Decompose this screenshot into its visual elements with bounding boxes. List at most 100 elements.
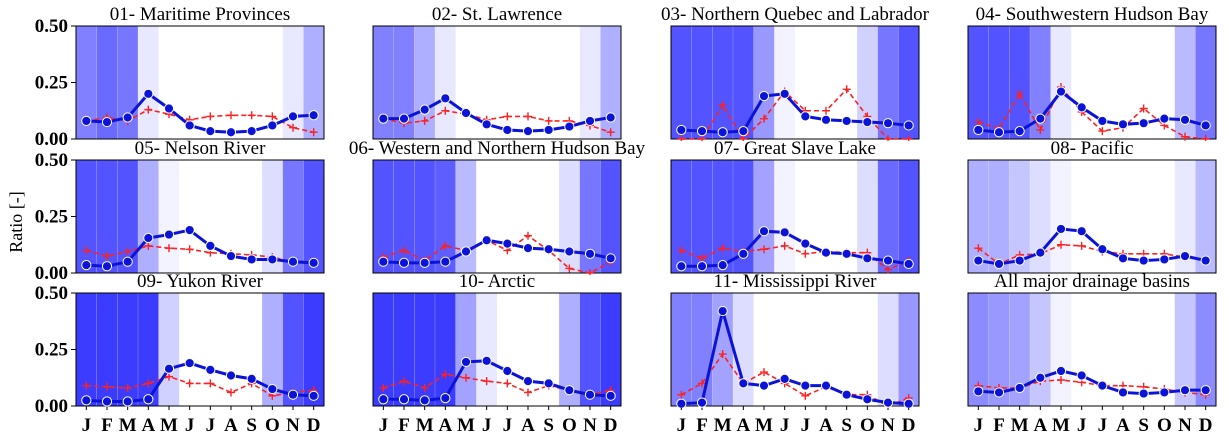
month-shade-band: [691, 293, 713, 406]
dashed-series-marker: [739, 135, 748, 141]
solid-series-marker: [993, 387, 1005, 398]
solid-series-marker: [481, 119, 492, 130]
solid-series-marker: [246, 125, 257, 137]
month-shade-band: [671, 293, 692, 406]
solid-series-marker: [779, 373, 790, 384]
x-tick-label: N: [1178, 415, 1192, 432]
x-tick-label: J: [482, 415, 492, 432]
solid-series-marker: [717, 259, 728, 271]
month-shade-band: [1009, 26, 1030, 139]
solid-series-marker: [101, 261, 113, 272]
dashed-series-marker: [524, 388, 532, 397]
dashed-series-line: [978, 85, 1206, 140]
solid-series-marker: [122, 256, 133, 267]
solid-series-marker: [841, 248, 852, 259]
dashed-series-marker: [144, 105, 153, 114]
series-layer: [81, 88, 319, 138]
y-tick-label: 0.00: [35, 263, 68, 284]
month-shade-band: [898, 26, 919, 139]
solid-series-marker: [398, 257, 410, 268]
solid-series-marker: [184, 224, 195, 236]
month-shade-band: [691, 160, 713, 273]
month-shade-band: [303, 26, 324, 139]
dashed-series-marker: [760, 114, 768, 123]
x-tick-label: O: [562, 415, 577, 432]
dashed-series-marker: [842, 85, 851, 94]
y-tick-label: 0.00: [35, 129, 68, 150]
solid-series-marker: [973, 124, 984, 136]
dashed-series-line: [383, 109, 611, 133]
solid-series-marker: [143, 88, 154, 99]
panel-title: 11- Mississippi River: [714, 271, 878, 292]
x-tick-label: D: [307, 415, 321, 432]
solid-series-marker: [81, 115, 92, 127]
solid-series-marker: [522, 125, 534, 137]
dashed-series-marker: [1139, 104, 1148, 113]
solid-series-marker: [1035, 247, 1046, 258]
month-shade-band: [968, 160, 989, 273]
solid-series-marker: [184, 357, 195, 369]
dashed-series-line: [383, 373, 611, 396]
month-shade-band: [158, 293, 180, 406]
dashed-series-marker: [884, 265, 892, 274]
dashed-series-marker: [1077, 241, 1086, 250]
dashed-series-line: [977, 243, 1206, 265]
dashed-series-marker: [1057, 240, 1065, 249]
month-shade-band: [414, 293, 435, 406]
solid-series-marker: [205, 240, 216, 251]
solid-series-marker: [460, 107, 472, 119]
series-layer: [378, 231, 616, 275]
month-shade-band: [282, 26, 304, 139]
solid-series-marker: [1138, 388, 1149, 399]
dashed-series-marker: [718, 101, 727, 110]
dashed-series-marker: [227, 111, 235, 120]
month-shade-band: [476, 293, 497, 406]
dashed-series-marker: [718, 244, 727, 253]
solid-series-marker: [1117, 119, 1129, 130]
solid-series-marker: [882, 255, 894, 266]
month-shade-band: [138, 293, 159, 406]
solid-series-marker: [378, 256, 389, 267]
x-tick-label: M: [714, 415, 732, 432]
solid-series-marker: [398, 113, 410, 124]
dashed-series-marker: [82, 381, 91, 390]
month-shade-band: [671, 160, 692, 273]
y-tick-label: 0.25: [35, 73, 68, 94]
dashed-series-marker: [379, 383, 388, 392]
month-shade-band: [1174, 26, 1196, 139]
solid-series-marker: [1200, 255, 1211, 266]
dashed-series-marker: [103, 382, 111, 391]
month-shade-band: [600, 26, 621, 139]
dashed-series-marker: [1098, 127, 1107, 136]
x-tick-label: J: [82, 415, 92, 432]
month-shade-band: [1009, 293, 1030, 406]
solid-series-marker: [481, 355, 492, 366]
dashed-series-line: [86, 108, 314, 134]
series-layer: [676, 305, 914, 408]
solid-series-marker: [81, 395, 92, 406]
solid-series-marker: [184, 120, 195, 131]
solid-series-marker: [378, 113, 389, 124]
solid-series-marker: [584, 389, 596, 400]
series-layer: [973, 365, 1211, 399]
dashed-series-marker: [904, 135, 913, 141]
dashed-series-marker: [524, 231, 532, 240]
month-shade-band: [96, 26, 118, 139]
solid-series-marker: [584, 248, 596, 259]
solid-series-marker: [1200, 385, 1211, 396]
solid-series-marker: [696, 261, 708, 272]
month-shade-band: [712, 26, 733, 139]
month-shade-band: [393, 293, 415, 406]
month-shade-band: [712, 160, 733, 273]
panel-frame: [372, 292, 622, 407]
y-tick-label: 0.25: [35, 340, 68, 361]
solid-series-marker: [287, 111, 299, 122]
dashed-series-marker: [420, 116, 429, 125]
solid-series-marker: [308, 257, 319, 268]
chart-panel: 03- Northern Quebec and Labrador: [661, 4, 930, 141]
solid-series-marker: [163, 363, 175, 374]
solid-series-marker: [122, 396, 133, 407]
solid-series-marker: [1179, 250, 1191, 262]
month-shade-band: [733, 293, 754, 406]
x-tick-label: A: [1116, 415, 1130, 432]
